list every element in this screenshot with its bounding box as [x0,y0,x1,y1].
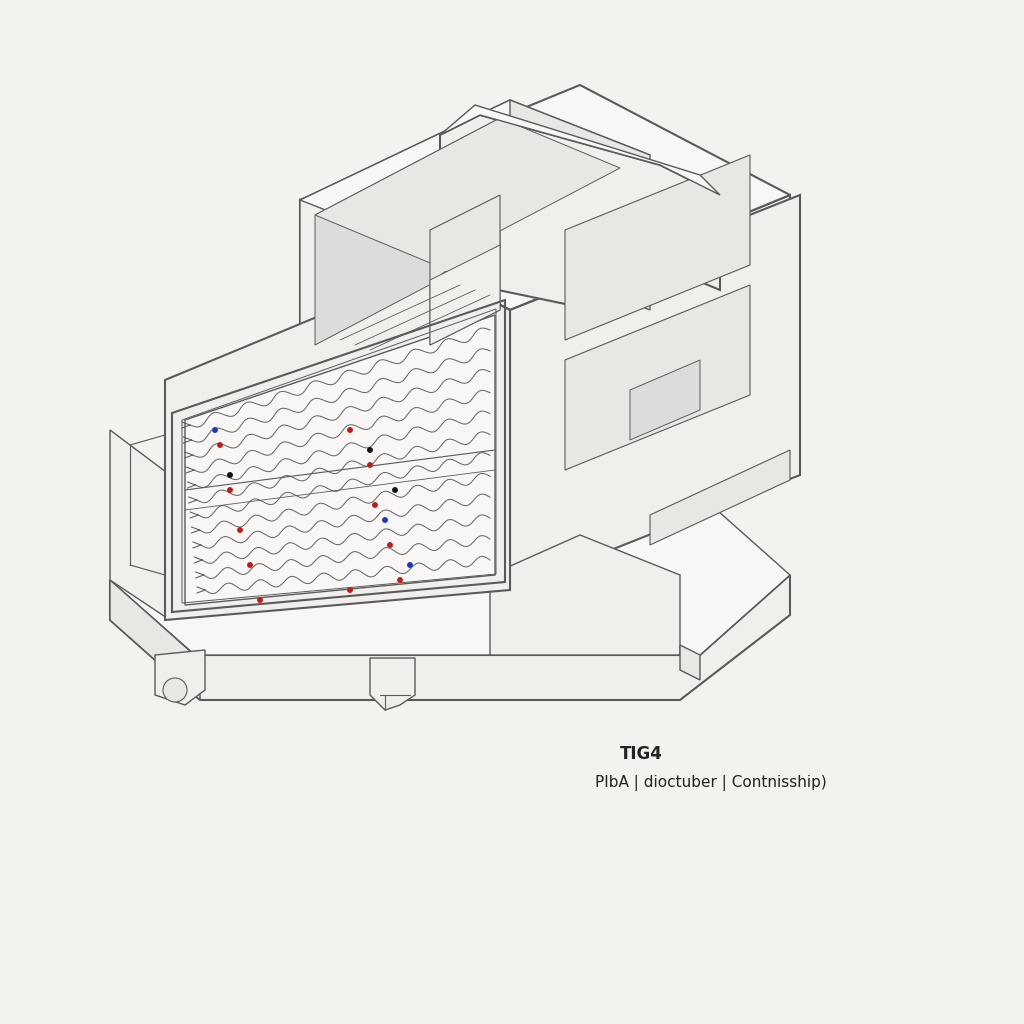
Ellipse shape [474,256,496,284]
Polygon shape [430,245,500,345]
Point [222,482,239,499]
Point [222,467,239,483]
Polygon shape [440,115,720,305]
Point [387,482,403,499]
Text: TIG4: TIG4 [620,745,663,763]
Polygon shape [510,195,790,590]
Circle shape [163,678,187,702]
Polygon shape [650,450,790,545]
Point [342,422,358,438]
Polygon shape [155,650,205,705]
Polygon shape [165,270,510,620]
Polygon shape [370,658,415,710]
Polygon shape [110,575,790,700]
Polygon shape [510,195,800,590]
Polygon shape [300,100,510,355]
Point [212,437,228,454]
Point [242,557,258,573]
Point [361,457,378,473]
Point [342,582,358,598]
Point [377,512,393,528]
Polygon shape [680,645,700,680]
Point [231,522,248,539]
Polygon shape [315,118,620,265]
Ellipse shape [458,264,478,292]
Point [361,441,378,458]
Point [401,557,418,573]
Polygon shape [110,580,200,700]
Polygon shape [315,118,500,345]
Point [367,497,383,513]
Polygon shape [565,155,750,340]
Polygon shape [630,360,700,440]
Point [252,592,268,608]
Polygon shape [110,495,790,655]
Polygon shape [430,195,500,345]
Polygon shape [110,430,170,620]
Polygon shape [565,285,750,470]
Point [392,571,409,588]
Polygon shape [300,85,790,310]
Polygon shape [300,200,510,590]
Point [207,422,223,438]
Ellipse shape [439,271,461,299]
Point [382,537,398,553]
Polygon shape [490,535,680,655]
Polygon shape [185,315,495,605]
Polygon shape [510,100,650,310]
Polygon shape [300,100,650,255]
Polygon shape [440,105,720,195]
Text: PIbA | dioctuber | Contnisship): PIbA | dioctuber | Contnisship) [595,775,826,791]
